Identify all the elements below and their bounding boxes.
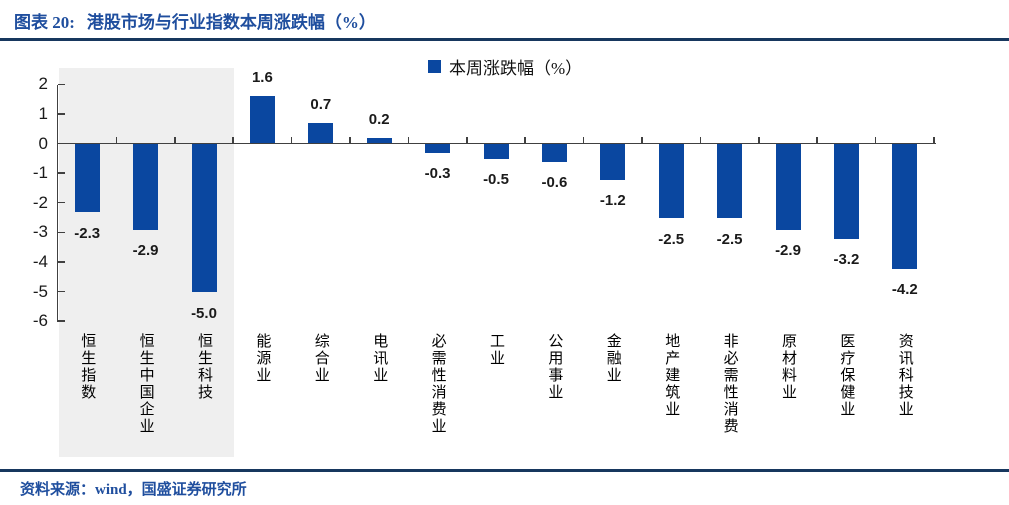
y-tick-label: -4 <box>32 251 48 271</box>
bar-value-label: -2.3 <box>74 224 101 242</box>
x-tick <box>699 136 702 144</box>
bar-value-label: -4.2 <box>891 280 918 298</box>
y-tick-label: 1 <box>38 103 48 123</box>
y-tick <box>58 83 65 86</box>
x-tick <box>466 136 468 144</box>
bar-value-label: -0.3 <box>424 165 451 183</box>
title-divider <box>0 38 1009 41</box>
bar-value-label: -2.5 <box>716 230 743 248</box>
y-tick-label: -6 <box>32 311 48 331</box>
category-label: 综合业 <box>312 333 329 384</box>
category-label: 电讯业 <box>371 333 388 384</box>
x-tick <box>758 136 760 144</box>
x-tick <box>232 136 234 144</box>
y-tick-label: 0 <box>38 133 48 153</box>
x-tick <box>874 136 877 144</box>
bar <box>191 144 217 293</box>
category-label: 恒生中国企业 <box>137 333 154 435</box>
bar-value-label: 0.7 <box>310 95 332 113</box>
y-tick <box>58 261 65 263</box>
bar <box>658 144 684 219</box>
category-label: 原材料业 <box>780 333 796 401</box>
bar <box>133 144 159 231</box>
bar <box>425 144 451 154</box>
x-tick <box>524 136 526 144</box>
figure-number-label: 图表 20: <box>14 13 75 32</box>
x-tick <box>115 136 118 144</box>
bar-value-label: -3.2 <box>833 251 860 269</box>
y-tick <box>58 231 65 234</box>
category-label: 金融业 <box>604 333 621 384</box>
category-label: 公用事业 <box>546 333 563 401</box>
figure-title: 港股市场与行业指数本周涨跌幅（%） <box>86 13 376 32</box>
x-tick <box>816 136 818 144</box>
x-tick <box>290 136 293 144</box>
category-label: 非必需性消费 <box>721 333 738 435</box>
bar-value-label: -0.6 <box>541 174 568 192</box>
category-label: 资讯科技业 <box>896 333 913 418</box>
category-label: 工业 <box>488 333 504 367</box>
bar-value-label: -5.0 <box>191 304 217 322</box>
y-tick <box>58 290 65 293</box>
category-label: 必需性消费业 <box>429 333 446 435</box>
category-label: 恒生科技 <box>196 333 212 401</box>
footer-divider <box>0 469 1009 472</box>
bar <box>892 144 918 269</box>
y-tick <box>58 172 65 174</box>
figure-header: 图表 20: 港股市场与行业指数本周涨跌幅（%） <box>14 8 376 33</box>
bar-value-label: -0.5 <box>483 171 509 189</box>
x-tick <box>174 136 176 144</box>
y-tick-label: -1 <box>32 163 48 183</box>
bar <box>600 144 626 180</box>
chart-legend: 本周涨跌幅（%） <box>428 54 582 79</box>
bar <box>74 144 100 213</box>
y-tick-label: -5 <box>32 281 48 301</box>
bar <box>483 144 509 160</box>
x-tick <box>582 136 585 144</box>
bar <box>541 144 567 162</box>
y-tick <box>58 201 65 204</box>
x-tick <box>933 136 935 144</box>
bar <box>249 96 275 144</box>
y-tick-label: -3 <box>32 222 48 242</box>
bar-value-label: -2.5 <box>658 230 685 248</box>
y-tick-label: -2 <box>32 192 48 212</box>
y-tick <box>58 113 65 115</box>
x-tick <box>407 136 410 144</box>
y-tick <box>58 320 65 322</box>
category-label: 能源业 <box>254 333 271 384</box>
source-text: 资料来源：wind，国盛证券研究所 <box>20 482 247 498</box>
category-label: 地产建筑业 <box>663 333 680 418</box>
category-label: 医疗保健业 <box>838 333 855 418</box>
bar <box>717 144 743 219</box>
y-axis-line <box>56 84 58 322</box>
legend-swatch <box>428 60 441 73</box>
bar-value-label: 1.6 <box>251 69 273 87</box>
legend-label: 本周涨跌幅（%） <box>449 59 583 78</box>
bar-value-label: -2.9 <box>775 242 801 260</box>
category-label: 恒生指数 <box>79 333 96 401</box>
bar-value-label: 0.2 <box>368 110 390 128</box>
figure-footer: 资料来源：wind，国盛证券研究所 <box>20 478 247 499</box>
y-tick-label: 2 <box>38 74 48 94</box>
bar <box>775 144 801 231</box>
x-tick <box>349 136 351 144</box>
bar-value-label: -1.2 <box>599 192 626 210</box>
x-tick <box>641 136 643 144</box>
bar-value-label: -2.9 <box>132 242 159 260</box>
bar <box>308 122 334 144</box>
bar <box>833 144 859 239</box>
x-axis-line <box>56 142 936 145</box>
bar <box>366 137 392 144</box>
